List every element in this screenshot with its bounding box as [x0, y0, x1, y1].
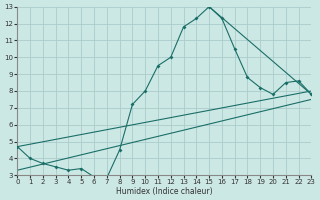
X-axis label: Humidex (Indice chaleur): Humidex (Indice chaleur)	[116, 187, 213, 196]
